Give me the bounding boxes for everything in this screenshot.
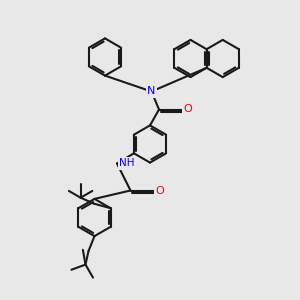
Text: N: N — [147, 86, 156, 97]
Text: O: O — [183, 104, 192, 115]
Text: NH: NH — [119, 158, 135, 169]
Text: O: O — [155, 185, 164, 196]
